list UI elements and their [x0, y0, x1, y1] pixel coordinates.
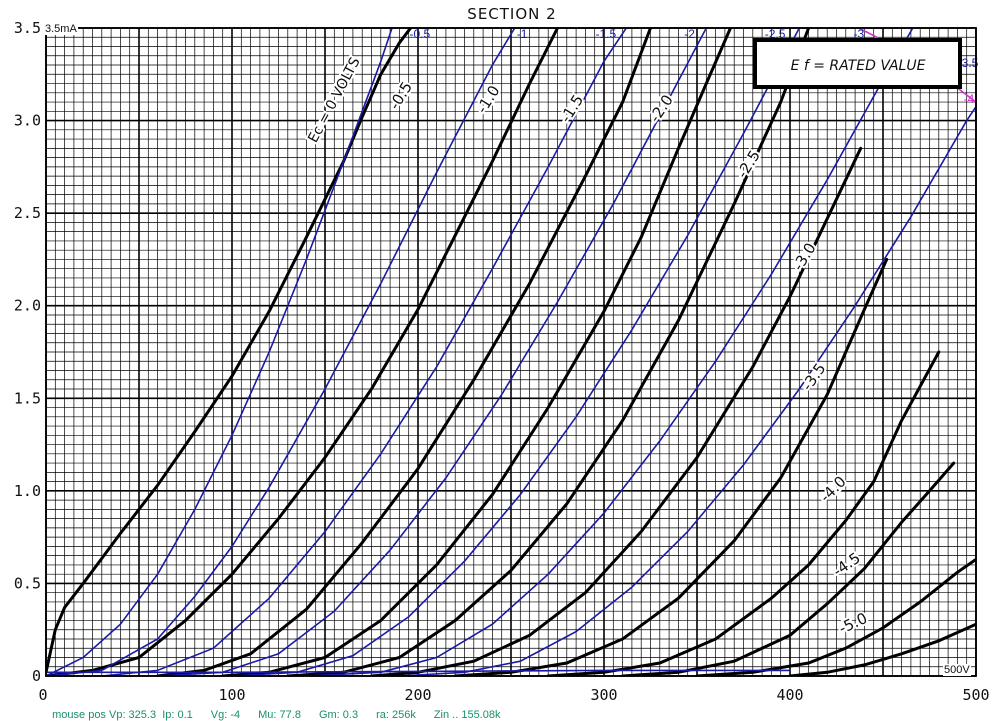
y-tick-label: 1.5 [14, 389, 41, 407]
marker-label: -4 [964, 92, 975, 106]
y-tick-label: 3.5 [14, 19, 41, 37]
y-tick-label: 2.5 [14, 204, 41, 222]
x-tick-label: 500 [962, 686, 989, 704]
y-tick-label: 0.5 [14, 574, 41, 592]
x-tick-label: 0 [38, 686, 47, 704]
model-curve [399, 105, 976, 676]
status-bar: mouse pos Vp: 325.3 Ip: 0.1 Vg: -4 Mu: 77.… [46, 697, 518, 721]
model-curve-label: -1.5 [596, 27, 617, 41]
model-curve [46, 669, 790, 674]
model-curve [101, 28, 627, 676]
x-tick-label: 300 [590, 686, 617, 704]
y-tick-label: 2.0 [14, 297, 41, 315]
model-curve [306, 28, 914, 676]
measured-curve [370, 146, 863, 676]
model-curve-label: -2 [684, 27, 695, 41]
status-zin: Zin .. 155.08k [433, 709, 501, 721]
model-curve-label: -1 [517, 27, 528, 41]
x-tick-label: 400 [776, 686, 803, 704]
measured-curve [286, 28, 811, 676]
status-ra: ra: 256k [376, 709, 416, 721]
legend-box [753, 38, 962, 89]
model-curve [46, 28, 516, 676]
status-gm: Gm: 0.3 [318, 709, 359, 721]
measured-curve [156, 28, 652, 676]
model-curve [46, 28, 393, 676]
model-curve-label: -2.5 [765, 27, 786, 41]
measured-curve [221, 28, 732, 676]
x-unit-label: 500V [943, 664, 971, 676]
measured-curve [788, 622, 976, 676]
chart-title: SECTION 2 [467, 5, 556, 23]
x-tick-label: 100 [218, 686, 245, 704]
plot-area [46, 28, 976, 676]
measured-curve [46, 28, 559, 676]
model-curve-label: -3 [853, 27, 864, 41]
measured-curve-label: -5.0 [836, 609, 870, 638]
model-curve-label: -0.5 [410, 27, 431, 41]
plot-frame [45, 27, 977, 677]
model-curve [231, 28, 801, 676]
model-curve-label: -3.5 [958, 56, 979, 70]
status-mouse-pos: mouse pos Vp: 325.3 Ip: 0.1 [52, 709, 193, 721]
measured-curve [546, 350, 941, 676]
x-tick-label: 200 [404, 686, 431, 704]
y-unit-label: 3.5mA [44, 23, 78, 35]
status-mu: Mu: 77.8 [258, 709, 301, 721]
status-vg: Vg: -4 [210, 709, 241, 721]
y-tick-label: 3.0 [14, 112, 41, 130]
y-tick-label: 1.0 [14, 482, 41, 500]
measured-curve-label: -4.0 [816, 472, 849, 505]
measured-curve [453, 257, 889, 676]
measured-curve [46, 28, 413, 674]
measured-curve [621, 461, 956, 676]
legend-text: E f = RATED VALUE [791, 58, 926, 74]
model-curve [157, 28, 708, 676]
y-tick-label: 0 [32, 667, 41, 685]
